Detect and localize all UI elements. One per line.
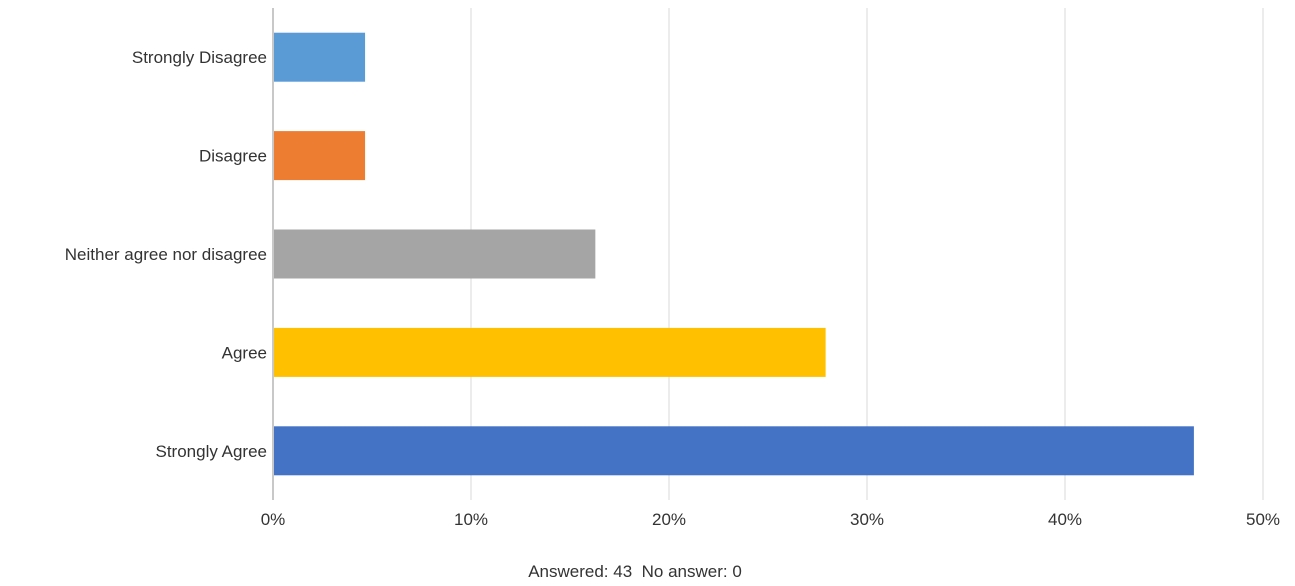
category-label: Neither agree nor disagree bbox=[65, 245, 267, 264]
answered-label: Answered: bbox=[528, 562, 609, 581]
x-tick-label: 50% bbox=[1246, 510, 1280, 529]
grid-lines bbox=[470, 8, 1264, 500]
bar bbox=[273, 426, 1194, 476]
answered-count: 43 bbox=[613, 562, 633, 581]
x-tick-label: 30% bbox=[850, 510, 884, 529]
category-label: Strongly Disagree bbox=[132, 48, 267, 67]
bar bbox=[273, 229, 596, 279]
category-labels: Strongly Disagree Disagree Neither agree n… bbox=[65, 48, 267, 461]
x-tick-label: 40% bbox=[1048, 510, 1082, 529]
bar bbox=[273, 131, 366, 181]
category-label: Agree bbox=[222, 343, 267, 362]
no-answer-label: No answer: bbox=[641, 562, 728, 581]
bar bbox=[273, 327, 826, 377]
response-summary: Answered: 43 No answer: 0 bbox=[0, 562, 1270, 582]
bar bbox=[273, 32, 366, 82]
bars bbox=[273, 32, 1194, 476]
category-label: Disagree bbox=[199, 147, 267, 166]
x-tick-label: 10% bbox=[454, 510, 488, 529]
x-tick-label: 20% bbox=[652, 510, 686, 529]
x-axis-tick-labels: 0% 10% 20% 30% 40% 50% bbox=[261, 510, 1280, 529]
x-tick-label: 0% bbox=[261, 510, 286, 529]
no-answer-count: 0 bbox=[732, 562, 742, 581]
category-label: Strongly Agree bbox=[155, 442, 267, 461]
